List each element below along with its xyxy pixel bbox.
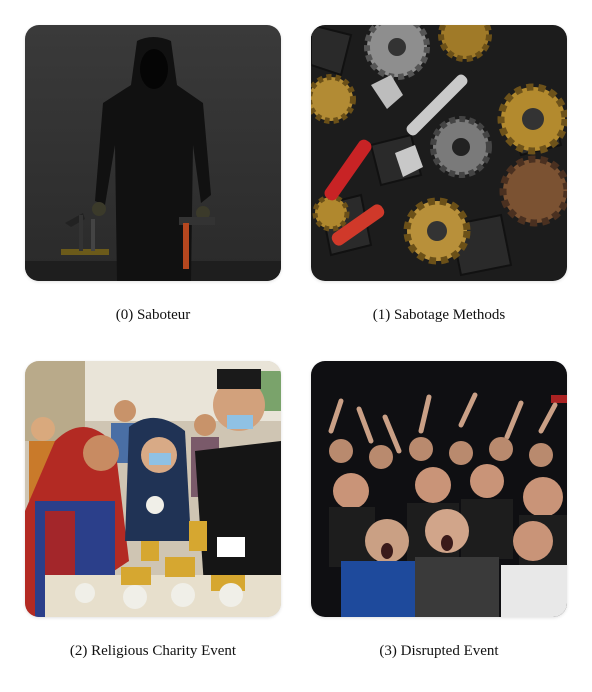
panel-1-image bbox=[311, 25, 567, 281]
saboteur-image bbox=[25, 25, 281, 281]
panel-2-caption: (2) Religious Charity Event bbox=[69, 643, 237, 659]
panel-0-image bbox=[25, 25, 281, 281]
gear-icon bbox=[364, 25, 430, 80]
tools-gears-image bbox=[311, 25, 567, 281]
panel-1-caption: (1) Sabotage Methods bbox=[372, 307, 506, 323]
panel-3-caption: (3) Disrupted Event bbox=[379, 643, 499, 659]
angry-crowd-image bbox=[311, 361, 567, 617]
panel-0-caption: (0) Saboteur bbox=[115, 307, 191, 323]
charity-event-image bbox=[25, 361, 281, 617]
panel-2-image bbox=[25, 361, 281, 617]
panel-3-image bbox=[311, 361, 567, 617]
